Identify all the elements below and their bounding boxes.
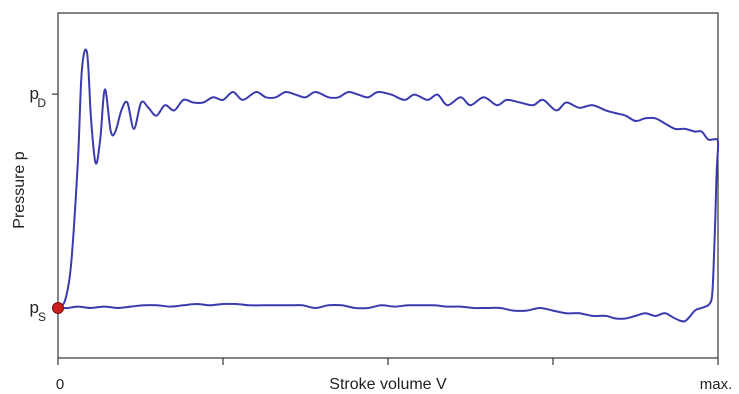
y-tick-label-ps-subscript: S	[38, 310, 46, 324]
start-point-marker	[52, 301, 64, 314]
x-tick-label-end: max.	[700, 376, 733, 393]
x-tick-label-start: 0	[56, 376, 64, 393]
x-axis-label: Stroke volume V	[329, 376, 447, 393]
y-tick-label-pd: p	[30, 84, 39, 103]
y-tick-label-pd-subscript: D	[37, 96, 46, 110]
pressure-volume-curve	[57, 48, 720, 323]
axis-ticks	[52, 93, 719, 365]
y-tick-label-ps: p	[30, 298, 39, 317]
y-axis-label: Pressure p	[11, 151, 28, 228]
